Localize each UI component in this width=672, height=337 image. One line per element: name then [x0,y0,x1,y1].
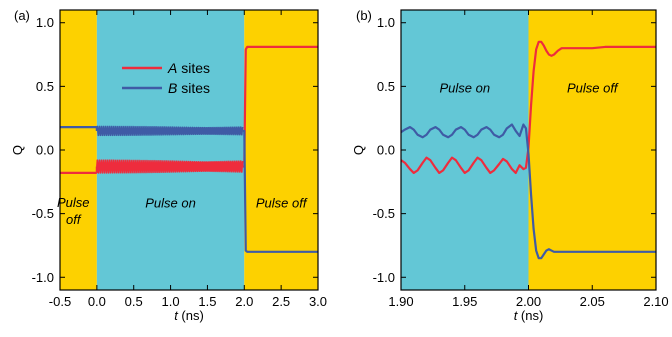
y-tick-label: 1.0 [36,15,54,30]
y-tick-label: -1.0 [32,270,54,285]
x-tick-label: 1.5 [198,294,216,309]
x-axis-label: t (ns) [174,308,204,323]
series-b-line [242,129,318,253]
plot-area [401,40,656,260]
chart-panel-a: -0.5 0.0 0.5 1.0 1.5 2.0 2.5 3.0 1.0 0.5 0.0 -0.5 -1… [10,8,327,323]
region-label-pulse-off: Pulse off [57,195,90,227]
panel-label: (a) [14,8,30,23]
x-tick-label: 2.0 [235,294,253,309]
y-tick-label: 0.5 [36,79,54,94]
region-pulse-on-bg [96,10,245,290]
y-tick-label: 0.5 [377,79,395,94]
y-tick-label: -0.5 [373,206,395,221]
region-pulse-off-bg [528,10,656,290]
panel-label: (b) [356,8,372,23]
x-tick-label: 2.05 [580,294,605,309]
x-tick-label: 1.0 [162,294,180,309]
series-a-line [96,159,244,174]
x-tick-label: 2.00 [516,294,541,309]
legend-label-a: A sites [167,60,210,76]
region-pulse-on-bg [401,10,529,290]
region-label-pulse-on: Pulse on [439,81,490,96]
chart-panel-b: 1.90 1.95 2.00 2.05 2.10 1.0 0.5 0.0 -0.5 -1.0 t (… [351,8,669,323]
x-axis-unit: (ns) [517,308,543,323]
x-tick-label: 0.5 [125,294,143,309]
x-tick-label: -0.5 [49,294,71,309]
y-tick-label: 0.0 [377,143,395,158]
plot-area [60,45,318,253]
x-axis-label: t (ns) [514,308,544,323]
region-pulse-off-bg [244,10,318,290]
x-tick-label: 2.5 [272,294,290,309]
series-b-line [96,125,244,137]
y-tick-label: -0.5 [32,206,54,221]
x-axis-unit: (ns) [178,308,204,323]
y-tick-label: 1.0 [377,15,395,30]
y-tick-label: -1.0 [373,270,395,285]
series-a-line [401,40,656,175]
x-tick-label: 3.0 [309,294,327,309]
y-tick-label: 0.0 [36,143,54,158]
legend-label-b: B sites [168,80,210,96]
x-axis-variable: t [174,308,179,323]
x-tick-label: 1.90 [388,294,413,309]
x-tick-label: 0.0 [88,294,106,309]
y-axis-label: Q [10,145,25,155]
region-label-pulse-off: Pulse off [567,81,619,96]
x-axis-variable: t [514,308,519,323]
x-tick-label: 2.10 [643,294,668,309]
legend: A sites B sites [122,60,210,96]
x-tick-label: 1.95 [452,294,477,309]
series-b-line [401,123,656,260]
y-axis-label: Q [351,145,366,155]
region-pulse-off-bg [60,10,97,290]
region-label-pulse-on: Pulse on [145,195,196,210]
region-label-pulse-off: Pulse off [256,195,308,210]
